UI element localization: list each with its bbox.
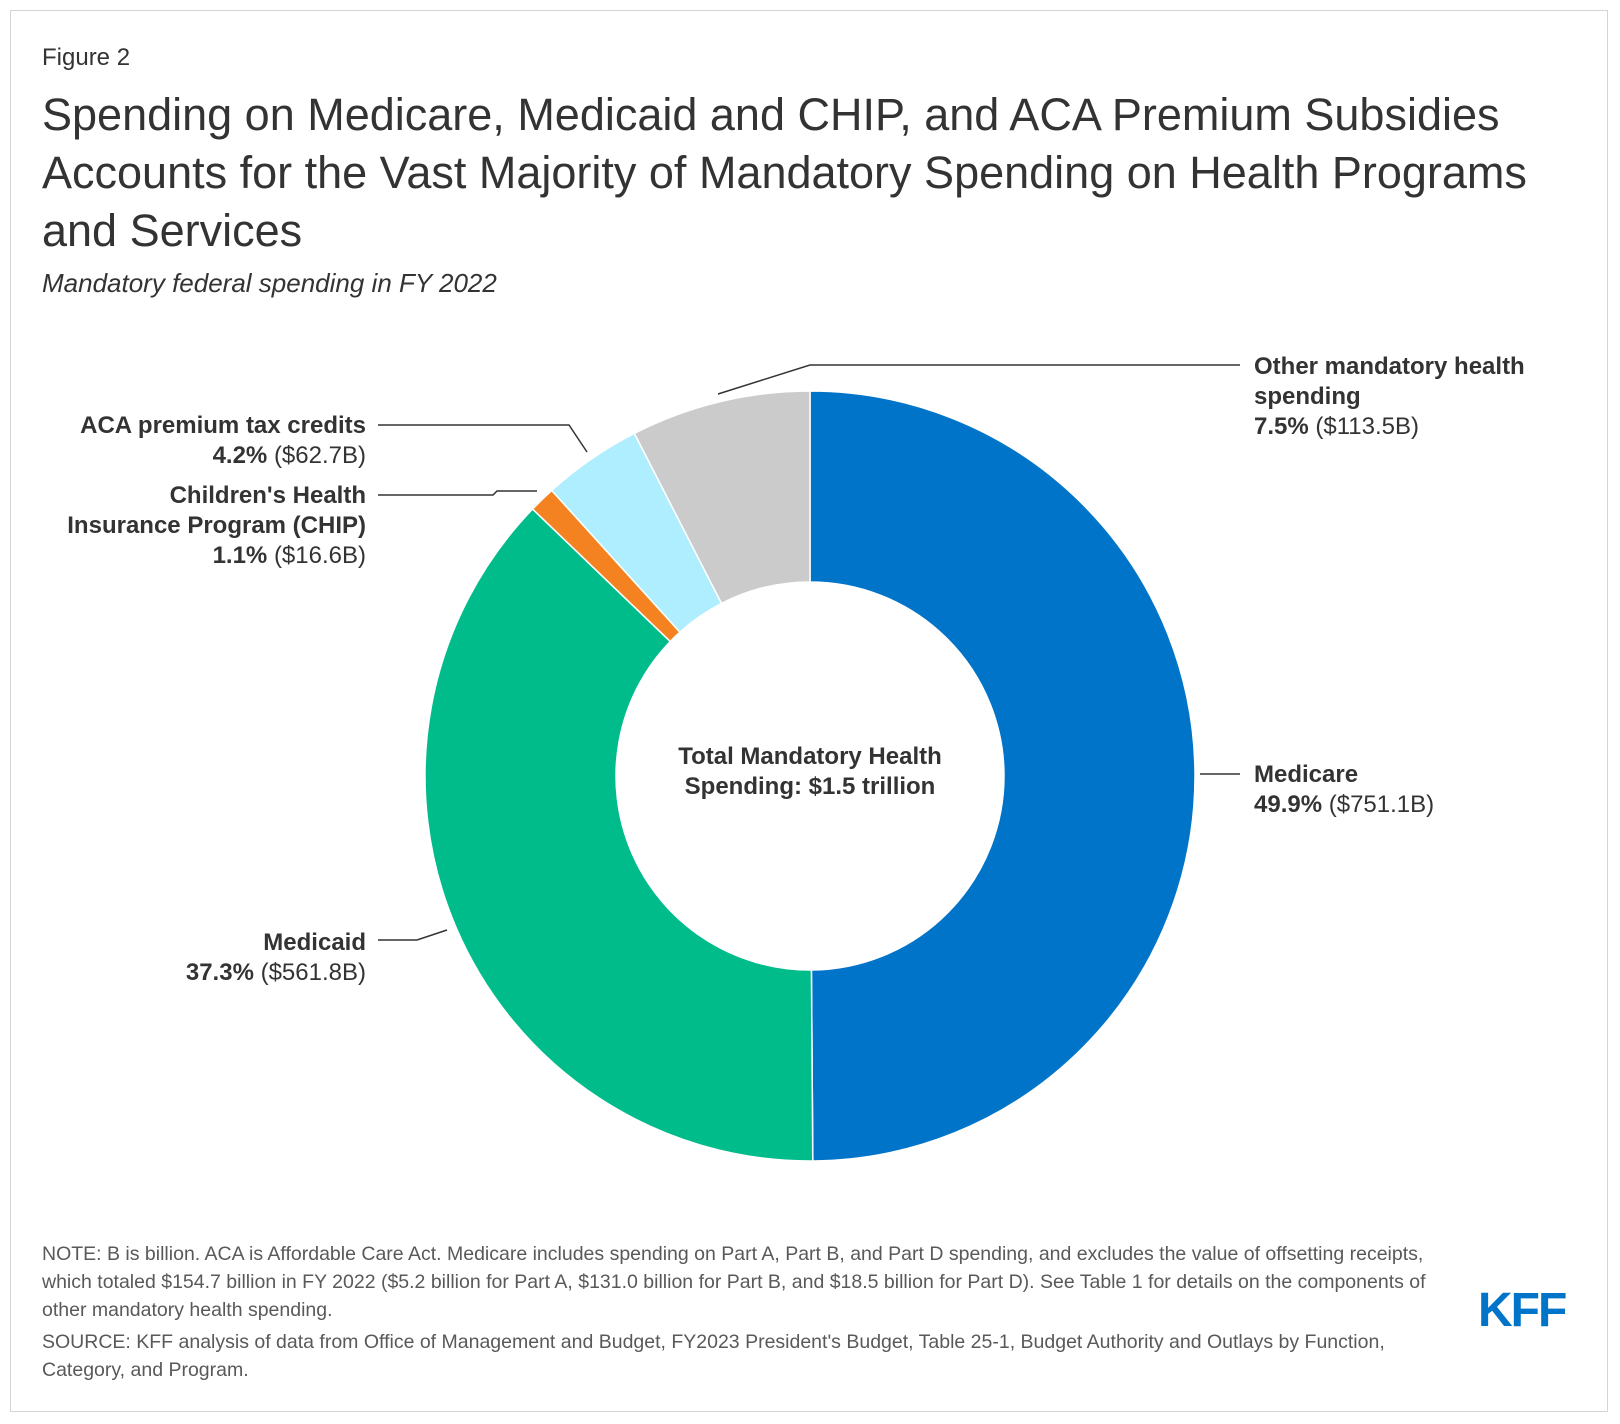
slice-other-mandatory-health-spending <box>633 390 811 605</box>
chart-subtitle: Mandatory federal spending in FY 2022 <box>42 268 497 298</box>
label-medicaid: Medicaid 37.3% ($561.8B) <box>40 928 366 988</box>
label-chip-percent: 1.1% <box>212 542 268 569</box>
label-other-name-line2: spending <box>1254 383 1361 410</box>
label-medicaid-percent: 37.3% <box>185 959 254 986</box>
kff-logo-text: KFF <box>1478 1284 1566 1332</box>
label-chip-name-line1: Children's Health <box>169 482 366 509</box>
label-chip: Children's Health Insurance Program (CHI… <box>20 481 366 571</box>
label-aca: ACA premium tax credits 4.2% ($62.7B) <box>40 411 366 471</box>
figure-frame <box>10 10 1608 1412</box>
source-text: SOURCE: KFF analysis of data from Office… <box>42 1331 1385 1381</box>
leader-lines <box>378 364 1240 941</box>
chart-title: Spending on Medicare, Medicaid and CHIP,… <box>42 89 1527 256</box>
leader-line-medicaid <box>378 929 448 941</box>
note-text: NOTE: B is billion. ACA is Affordable Ca… <box>42 1243 1426 1321</box>
figure-label: Figure 2 <box>42 44 131 71</box>
leader-line-chip <box>378 490 537 496</box>
label-other-name-line1: Other mandatory health <box>1254 353 1525 380</box>
label-medicare-name: Medicare <box>1254 761 1359 788</box>
slice-medicare <box>809 390 1196 1162</box>
label-medicaid-amount: ($561.8B) <box>260 959 366 986</box>
label-medicare: Medicare 49.9% ($751.1B) <box>1254 760 1434 820</box>
donut-slices <box>424 390 1196 1162</box>
label-other: Other mandatory health spending 7.5% ($1… <box>1254 352 1525 442</box>
label-medicare-amount: ($751.1B) <box>1328 791 1435 818</box>
slice-medicaid <box>424 507 814 1162</box>
leader-line-other <box>717 364 1240 395</box>
label-chip-name-line2: Insurance Program (CHIP) <box>67 512 366 539</box>
label-aca-amount: ($62.7B) <box>273 442 366 469</box>
label-medicare-percent: 49.9% <box>1254 791 1323 818</box>
leader-line-aca <box>378 424 588 453</box>
label-medicaid-name: Medicaid <box>263 929 366 956</box>
notes-section: NOTE: B is billion. ACA is Affordable Ca… <box>42 1240 1472 1384</box>
label-aca-percent: 4.2% <box>212 442 268 469</box>
label-other-percent: 7.5% <box>1254 413 1309 440</box>
label-chip-amount: ($16.6B) <box>273 542 366 569</box>
kff-logo: KFF <box>1478 1284 1568 1332</box>
donut-center-label: Total Mandatory Health Spending: $1.5 tr… <box>678 743 942 800</box>
label-other-amount: ($113.5B) <box>1315 413 1419 440</box>
label-aca-name: ACA premium tax credits <box>80 412 366 439</box>
